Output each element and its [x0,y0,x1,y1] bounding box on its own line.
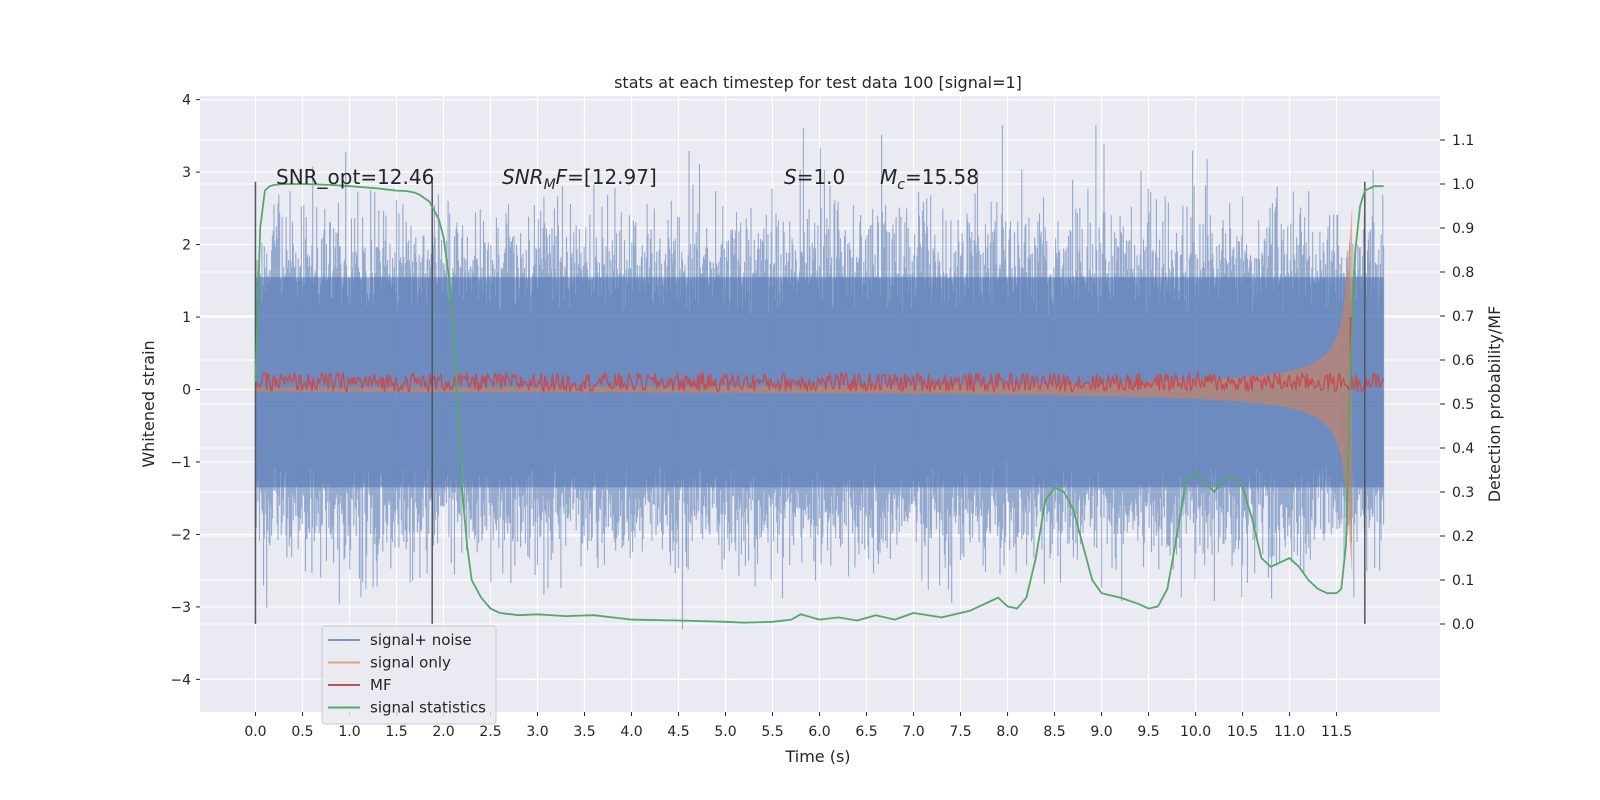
y-left-tick-label: 0 [182,383,191,399]
y-right-tick-label: 0.5 [1452,397,1474,413]
x-tick-label: 8.0 [996,724,1018,740]
y-left-tick-label: −4 [170,672,191,688]
annotation-mc-sub: c [897,177,905,193]
x-axis-ticks: 0.0 0.5 1.0 1.5 2.0 2.5 3.0 3.5 4.0 4.5 5.0 5.5 6.0 6… [244,712,1352,740]
annotation-snr-opt: SNR_opt=12.46 [276,165,434,189]
x-tick-label: 11.5 [1321,724,1352,740]
x-tick-label: 10.5 [1227,724,1258,740]
y-right-tick-label: 0.6 [1452,353,1474,369]
x-tick-label: 5.5 [761,724,783,740]
signal-statistics-line [254,183,1384,624]
y-right-tick-label: 0.2 [1452,529,1474,545]
x-tick-label: 0.5 [291,724,313,740]
x-axis-label: Time (s) [784,747,850,766]
x-tick-label: 9.5 [1137,724,1159,740]
annotation-mc-value: =15.58 [905,165,979,189]
x-tick-label: 10.0 [1180,724,1211,740]
y-right-tick-label: 1.1 [1452,133,1474,149]
series-signal-statistics [254,183,1384,624]
y-left-tick-label: −2 [170,527,191,543]
y-right-tick-label: 0.7 [1452,309,1474,325]
legend-box [321,625,497,725]
x-tick-label: 7.5 [949,724,971,740]
legend-label: signal statistics [370,699,486,717]
legend-label: signal+ noise [370,631,472,649]
y-left-tick-label: 2 [182,238,191,254]
y-right-axis-label: Detection probability/MF [1485,306,1504,503]
y-left-tick-label: −3 [170,600,191,616]
legend-label: MF [370,676,392,694]
legend: signal+ noise signal only MF signal statist… [321,625,497,725]
x-tick-label: 7.0 [902,724,924,740]
annotation-s-value: =1.0 [797,165,846,189]
vertical-markers [254,181,1366,624]
annotation-snr-mf-value: =[12.97] [567,165,657,189]
chart-title: stats at each timestep for test data 100… [614,73,1022,92]
y-right-tick-label: 0.9 [1452,221,1474,237]
x-tick-label: 1.0 [338,724,360,740]
signal-only-envelope [255,204,1353,575]
y-left-tick-label: 3 [182,165,191,181]
x-tick-label: 3.0 [526,724,548,740]
y-right-tick-label: 1.0 [1452,177,1474,193]
x-tick-label: 4.0 [620,724,642,740]
x-tick-label: 4.5 [667,724,689,740]
y-right-tick-label: 0.1 [1452,573,1474,589]
y-left-tick-label: 1 [182,310,191,326]
x-tick-label: 6.0 [808,724,830,740]
annotation-s: S=1.0 [784,165,845,189]
x-tick-label: 0.0 [244,724,266,740]
y-right-axis-ticks: 1.1 1.0 0.9 0.8 0.7 0.6 0.5 0.4 0.3 0.2 0.1 0.0 [1440,133,1474,633]
y-right-tick-label: 0.4 [1452,441,1474,457]
x-tick-label: 2.0 [432,724,454,740]
annotation-mc: Mc=15.58 [880,165,979,193]
x-tick-label: 6.5 [855,724,877,740]
annotation-snr-mf: SNRMF=[12.97] [502,165,657,193]
annotations: SNR_opt=12.46 SNRMF=[12.97] S=1.0 Mc=15.… [276,165,979,193]
y-right-tick-label: 0.3 [1452,485,1474,501]
y-left-tick-label: 4 [182,93,191,109]
y-left-tick-label: −1 [170,455,191,471]
x-tick-label: 1.5 [385,724,407,740]
annotation-snr-mf-var: SNR [502,165,544,189]
x-tick-label: 9.0 [1090,724,1112,740]
x-tick-label: 8.5 [1043,724,1065,740]
legend-label: signal only [370,654,451,672]
y-left-axis-label: Whitened strain [139,340,158,467]
x-tick-label: 11.0 [1274,724,1305,740]
annotation-s-var: S [784,165,797,189]
series-signal-only [255,204,1353,575]
legend-items: signal+ noise signal only MF signal statist… [328,631,486,717]
annotation-mc-var: M [880,165,897,189]
y-right-tick-label: 0.8 [1452,265,1474,281]
annotation-snr-mf-sub: M [544,177,556,193]
y-left-axis-ticks: 4 3 2 1 0 −1 −2 −3 −4 [170,93,200,688]
annotation-snr-mf-var2: F [556,165,568,189]
y-right-tick-label: 0.0 [1452,617,1474,633]
x-tick-label: 3.5 [573,724,595,740]
x-tick-label: 5.0 [714,724,736,740]
mf-trace [254,370,1385,394]
x-tick-label: 2.5 [479,724,501,740]
